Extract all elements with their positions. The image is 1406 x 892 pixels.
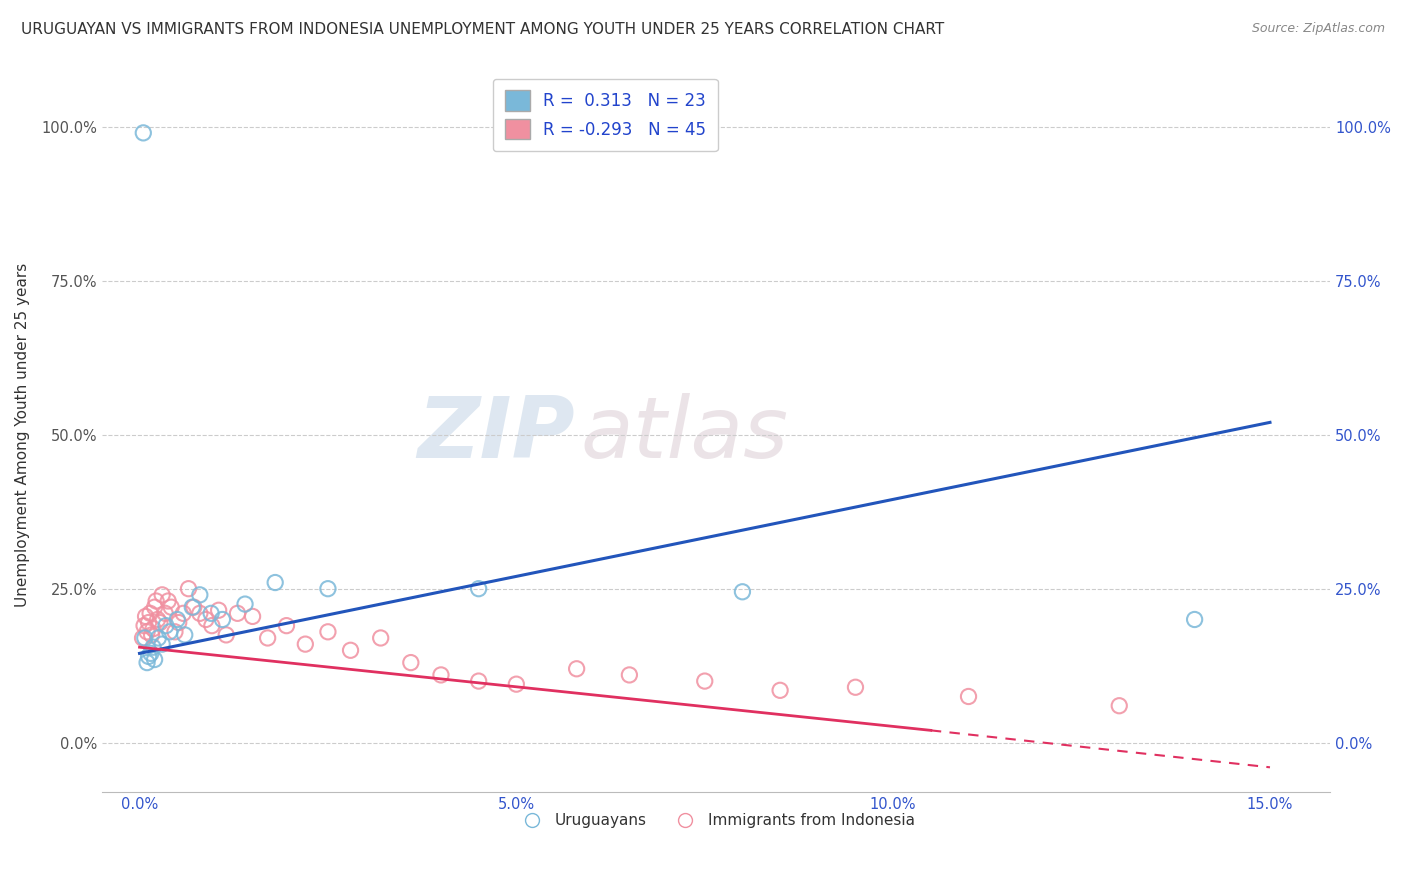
Point <box>233 597 256 611</box>
Point <box>276 618 298 632</box>
Point <box>467 674 489 689</box>
Point <box>153 607 176 621</box>
Text: URUGUAYAN VS IMMIGRANTS FROM INDONESIA UNEMPLOYMENT AMONG YOUTH UNDER 25 YEARS C: URUGUAYAN VS IMMIGRANTS FROM INDONESIA U… <box>21 22 945 37</box>
Point <box>136 624 159 639</box>
Point <box>256 631 278 645</box>
Point <box>143 600 166 615</box>
Point <box>693 674 716 689</box>
Point <box>294 637 316 651</box>
Point <box>142 640 165 655</box>
Point <box>167 615 190 630</box>
Point <box>159 624 181 639</box>
Point <box>226 607 249 621</box>
Point <box>188 607 211 621</box>
Point <box>160 600 183 615</box>
Point <box>131 631 153 645</box>
Point <box>132 618 155 632</box>
Point <box>155 618 177 632</box>
Point <box>215 628 238 642</box>
Point <box>149 615 172 630</box>
Point <box>134 631 156 645</box>
Point <box>177 582 200 596</box>
Point <box>157 594 180 608</box>
Point <box>188 588 211 602</box>
Point <box>150 637 173 651</box>
Point <box>150 588 173 602</box>
Point <box>200 607 222 621</box>
Point <box>201 618 224 632</box>
Text: atlas: atlas <box>581 393 789 476</box>
Point <box>399 656 422 670</box>
Point <box>731 584 754 599</box>
Point <box>135 609 157 624</box>
Point <box>136 656 159 670</box>
Point <box>316 624 339 639</box>
Point <box>430 668 453 682</box>
Legend: Uruguayans, Immigrants from Indonesia: Uruguayans, Immigrants from Indonesia <box>510 807 921 834</box>
Point <box>339 643 361 657</box>
Point <box>141 628 163 642</box>
Point <box>146 612 169 626</box>
Point <box>166 612 188 626</box>
Text: Source: ZipAtlas.com: Source: ZipAtlas.com <box>1251 22 1385 36</box>
Point <box>143 652 166 666</box>
Point <box>172 607 194 621</box>
Point <box>181 600 204 615</box>
Point <box>138 649 160 664</box>
Point <box>505 677 527 691</box>
Point <box>619 668 641 682</box>
Point <box>957 690 980 704</box>
Text: ZIP: ZIP <box>418 393 575 476</box>
Point <box>370 631 392 645</box>
Point <box>173 628 195 642</box>
Point <box>139 607 162 621</box>
Point <box>242 609 264 624</box>
Point <box>142 622 165 636</box>
Point <box>1184 612 1206 626</box>
Point <box>264 575 287 590</box>
Point <box>148 631 170 645</box>
Point <box>183 600 205 615</box>
Point <box>163 624 186 639</box>
Point <box>138 615 160 630</box>
Point <box>132 126 155 140</box>
Point <box>139 646 162 660</box>
Point <box>467 582 489 596</box>
Point <box>194 612 217 626</box>
Point <box>1108 698 1130 713</box>
Point <box>208 603 231 617</box>
Point <box>565 662 588 676</box>
Point <box>145 594 167 608</box>
Point <box>844 680 866 694</box>
Point <box>316 582 339 596</box>
Point <box>211 612 233 626</box>
Y-axis label: Unemployment Among Youth under 25 years: Unemployment Among Youth under 25 years <box>15 262 30 607</box>
Point <box>769 683 792 698</box>
